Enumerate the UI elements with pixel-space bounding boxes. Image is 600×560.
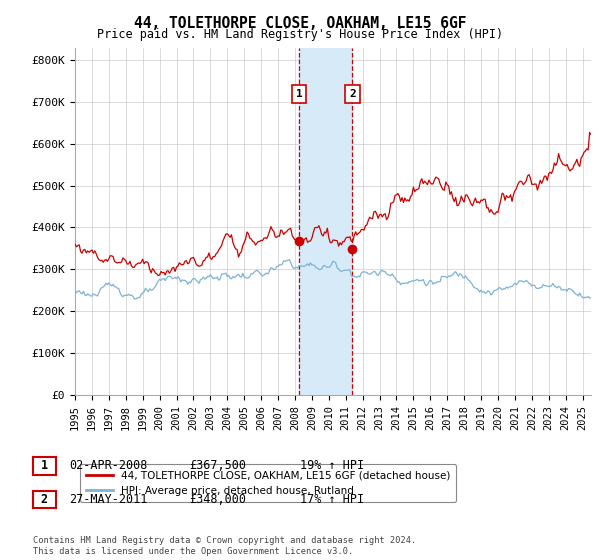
Text: 27-MAY-2011: 27-MAY-2011 — [69, 493, 148, 506]
Text: Price paid vs. HM Land Registry's House Price Index (HPI): Price paid vs. HM Land Registry's House … — [97, 28, 503, 41]
Text: 1: 1 — [41, 459, 48, 473]
Text: 02-APR-2008: 02-APR-2008 — [69, 459, 148, 473]
Text: 2: 2 — [41, 493, 48, 506]
Text: 1: 1 — [296, 88, 302, 99]
Text: 17% ↑ HPI: 17% ↑ HPI — [300, 493, 364, 506]
Text: £348,000: £348,000 — [189, 493, 246, 506]
Text: 19% ↑ HPI: 19% ↑ HPI — [300, 459, 364, 473]
Legend: 44, TOLETHORPE CLOSE, OAKHAM, LE15 6GF (detached house), HPI: Average price, det: 44, TOLETHORPE CLOSE, OAKHAM, LE15 6GF (… — [80, 464, 457, 502]
Text: 44, TOLETHORPE CLOSE, OAKHAM, LE15 6GF: 44, TOLETHORPE CLOSE, OAKHAM, LE15 6GF — [134, 16, 466, 31]
Bar — [299, 48, 352, 395]
Text: £367,500: £367,500 — [189, 459, 246, 473]
Text: Contains HM Land Registry data © Crown copyright and database right 2024.
This d: Contains HM Land Registry data © Crown c… — [33, 536, 416, 556]
Text: 2: 2 — [349, 88, 356, 99]
